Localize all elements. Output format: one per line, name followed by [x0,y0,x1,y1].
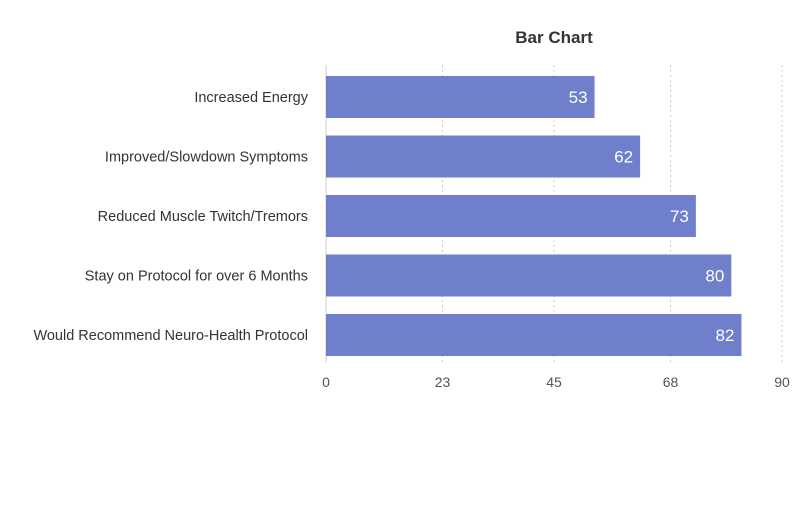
bar [326,314,742,356]
x-tick-label: 45 [546,374,562,390]
value-labels: 53 62 73 80 82 [569,88,735,345]
bar-value-label: 73 [670,207,689,226]
category-label: Increased Energy [194,90,308,106]
bar-value-label: 62 [614,148,633,167]
category-label: Stay on Protocol for over 6 Months [85,269,308,285]
bar [326,195,696,237]
bar-value-label: 80 [705,267,724,286]
bar-value-label: 53 [569,88,588,107]
category-label: Would Recommend Neuro-Health Protocol [33,328,308,344]
bar-value-label: 82 [716,326,735,345]
category-label: Improved/Slowdown Symptoms [105,150,308,166]
bars-layer [326,76,742,356]
bar [326,135,641,178]
x-tick-label: 0 [322,374,330,390]
chart-title: Bar Chart [515,28,593,47]
x-tick-label: 90 [774,374,790,390]
bar [326,76,595,118]
category-labels: Increased Energy Improved/Slowdown Sympto… [33,90,308,344]
category-label: Reduced Muscle Twitch/Tremors [98,209,308,225]
x-tick-label: 68 [663,374,679,390]
x-tick-label: 23 [435,374,451,390]
bar [326,254,732,297]
x-tick-labels: 0 23 45 68 90 [322,374,790,390]
